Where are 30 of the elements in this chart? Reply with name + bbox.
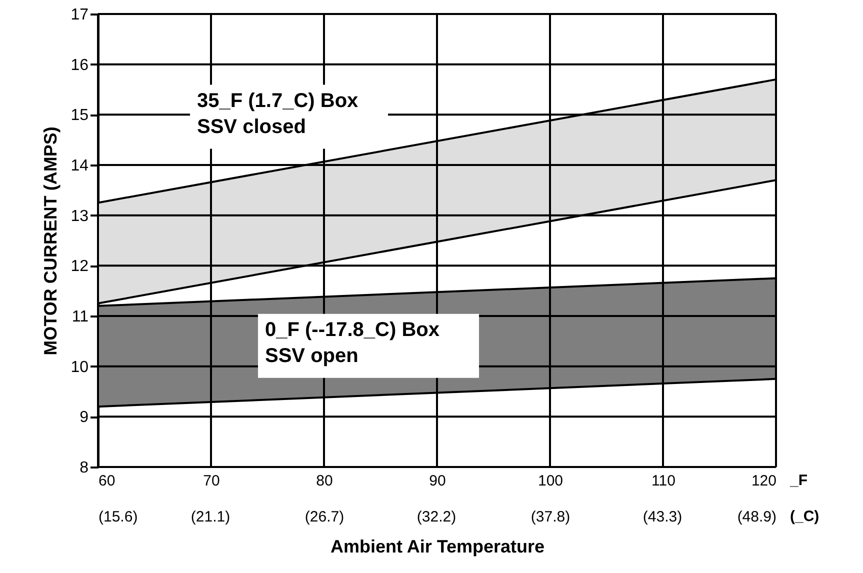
x2-tick-label: (15.6) [98, 508, 138, 526]
series-label: 0_F (--17.8_C) Box SSV open [265, 318, 440, 367]
x-tick-label: 100 [538, 472, 564, 490]
y-tick-label: 17 [70, 6, 89, 24]
x2-tick-label: (48.9) [737, 508, 776, 526]
x-tick-label: 60 [98, 472, 116, 490]
x-tick-label: 120 [751, 472, 776, 490]
x-tick-label: 90 [429, 472, 446, 490]
x-tick-label: 80 [316, 472, 333, 490]
x-tick-label: 70 [203, 472, 220, 490]
y-tick-label: 13 [70, 208, 89, 225]
y-tick-label: 9 [80, 409, 89, 426]
x-axis-title: Ambient Air Temperature [330, 536, 545, 556]
x2-tick-label: (43.3) [642, 508, 682, 526]
text: (_C) [790, 508, 820, 525]
y-tick-label: 11 [72, 308, 89, 326]
y-tick-label: 10 [70, 358, 89, 376]
y-tick-label: 15 [70, 107, 89, 124]
y-tick-label: 16 [70, 56, 89, 74]
x2-tick-label: (37.8) [530, 508, 570, 526]
x2-tick-label: (32.2) [416, 508, 456, 526]
y-axis-title: MOTOR CURRENT (AMPS) [40, 126, 61, 356]
x-tick-label: 110 [652, 472, 676, 490]
y-tick-label: 14 [70, 158, 89, 174]
x2-tick-label: (21.1) [190, 508, 230, 526]
x2-tick-label: (26.7) [304, 508, 344, 526]
series-label: 35_F (1.7_C) Box SSV closed [197, 90, 358, 138]
y-tick-label: 12 [70, 258, 89, 276]
text: _F [789, 472, 808, 489]
y-tick-label: 8 [80, 460, 89, 476]
